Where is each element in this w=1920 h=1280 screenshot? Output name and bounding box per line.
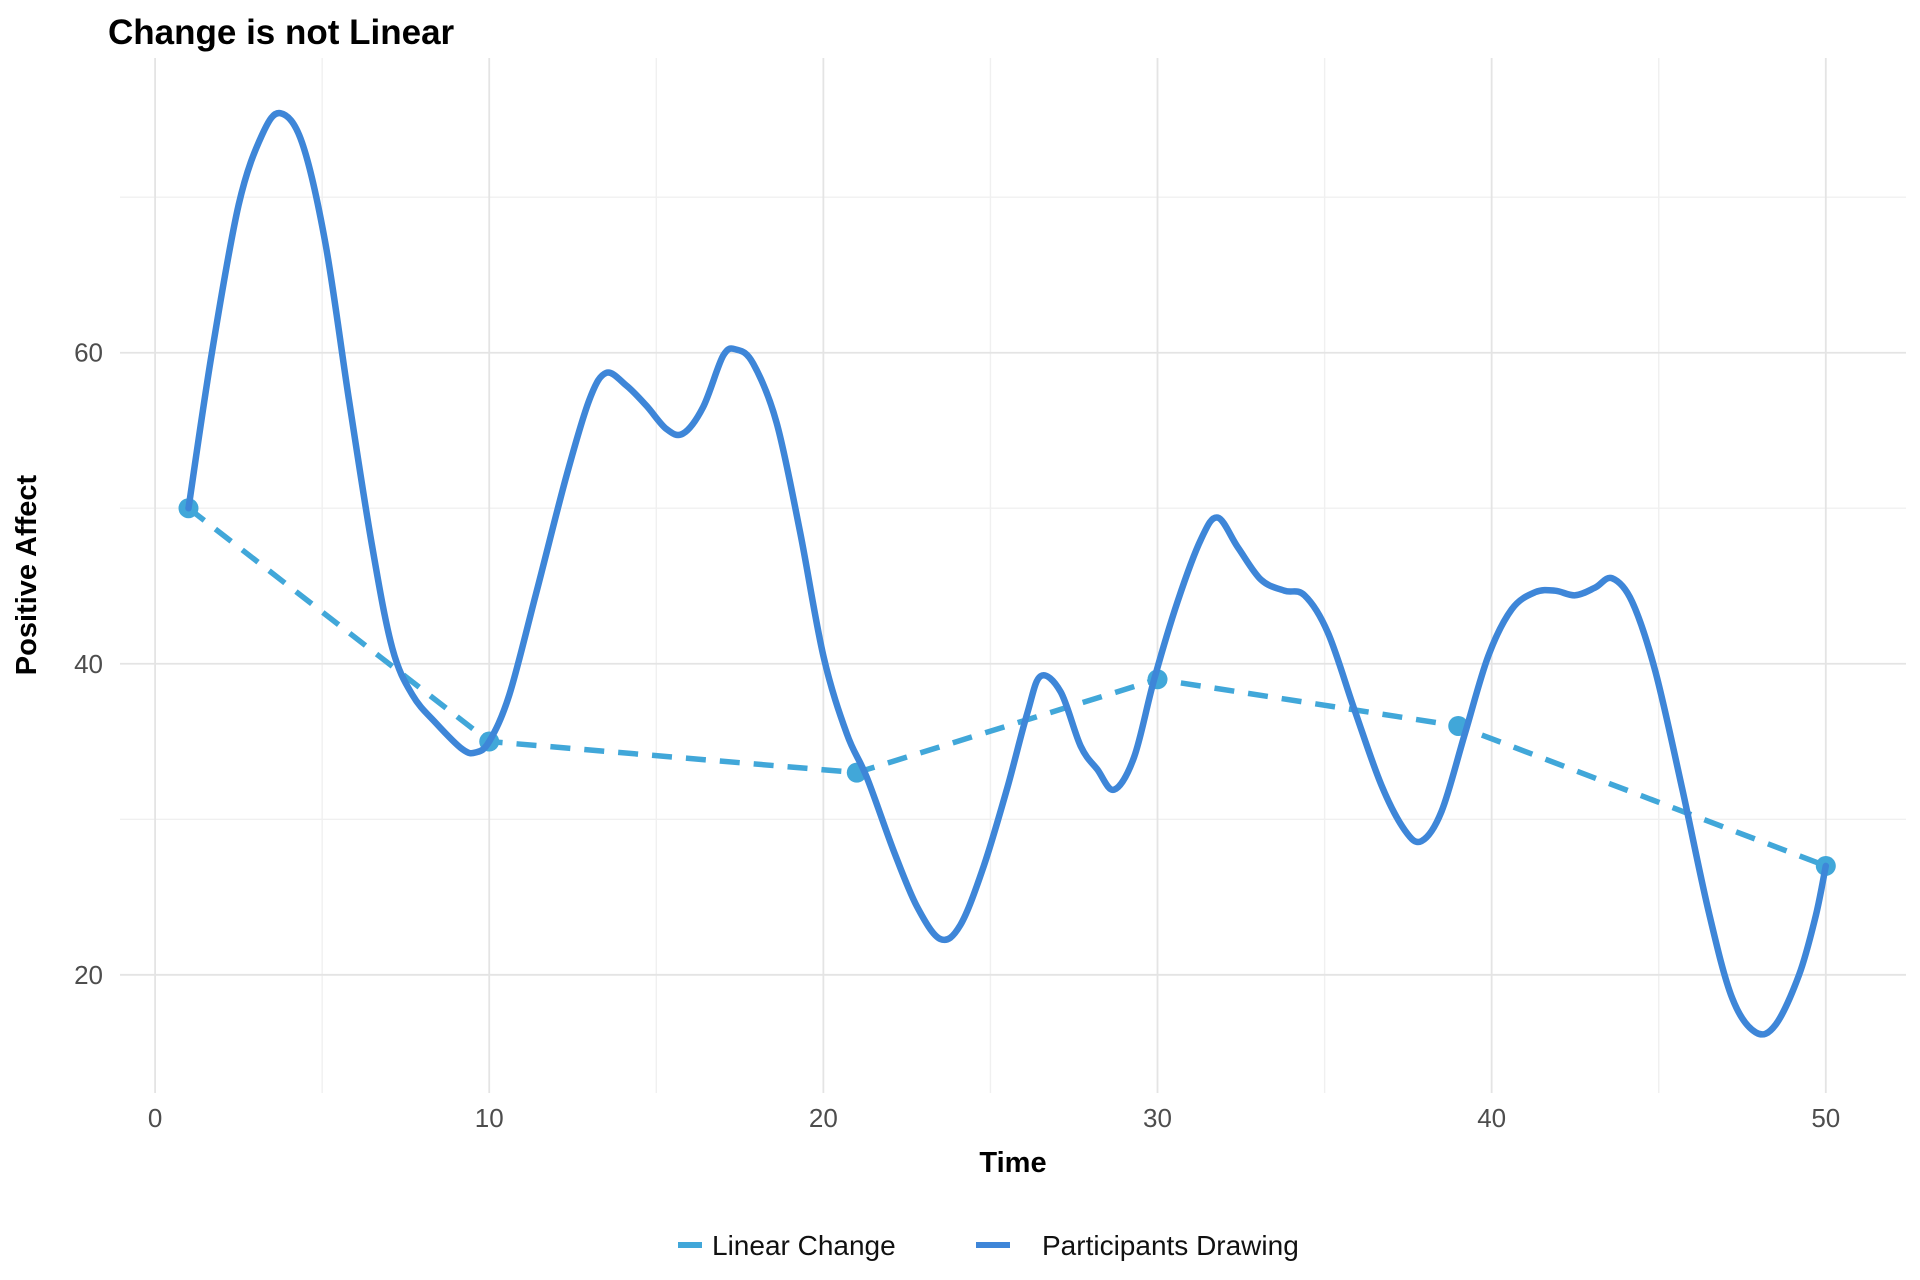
y-tick-label: 60: [74, 338, 103, 368]
participants-drawing-line: [185, 109, 1830, 1038]
legend: Linear Change Participants Drawing: [678, 1230, 1299, 1261]
legend-item: Linear Change: [678, 1230, 896, 1261]
linear-change-line: [186, 506, 1827, 869]
legend-item-label: Linear Change: [712, 1230, 896, 1261]
legend-item: Participants Drawing: [976, 1230, 1299, 1261]
y-axis-title: Positive Affect: [11, 474, 43, 675]
grid-layer: [120, 58, 1906, 1093]
x-tick-label: 0: [148, 1103, 162, 1133]
legend-item-label: Participants Drawing: [1042, 1230, 1299, 1261]
x-tick-label: 50: [1811, 1103, 1840, 1133]
tick-layer: 20 40 60 0 10 20 30 40 50: [74, 338, 1840, 1133]
x-tick-label: 10: [475, 1103, 504, 1133]
series-layer: [178, 109, 1836, 1038]
chart-title: Change is not Linear: [108, 13, 455, 52]
x-tick-label: 40: [1477, 1103, 1506, 1133]
x-tick-label: 30: [1143, 1103, 1172, 1133]
y-tick-label: 20: [74, 960, 103, 990]
y-tick-label: 40: [74, 649, 103, 679]
x-axis-title: Time: [979, 1147, 1046, 1179]
x-tick-label: 20: [809, 1103, 838, 1133]
